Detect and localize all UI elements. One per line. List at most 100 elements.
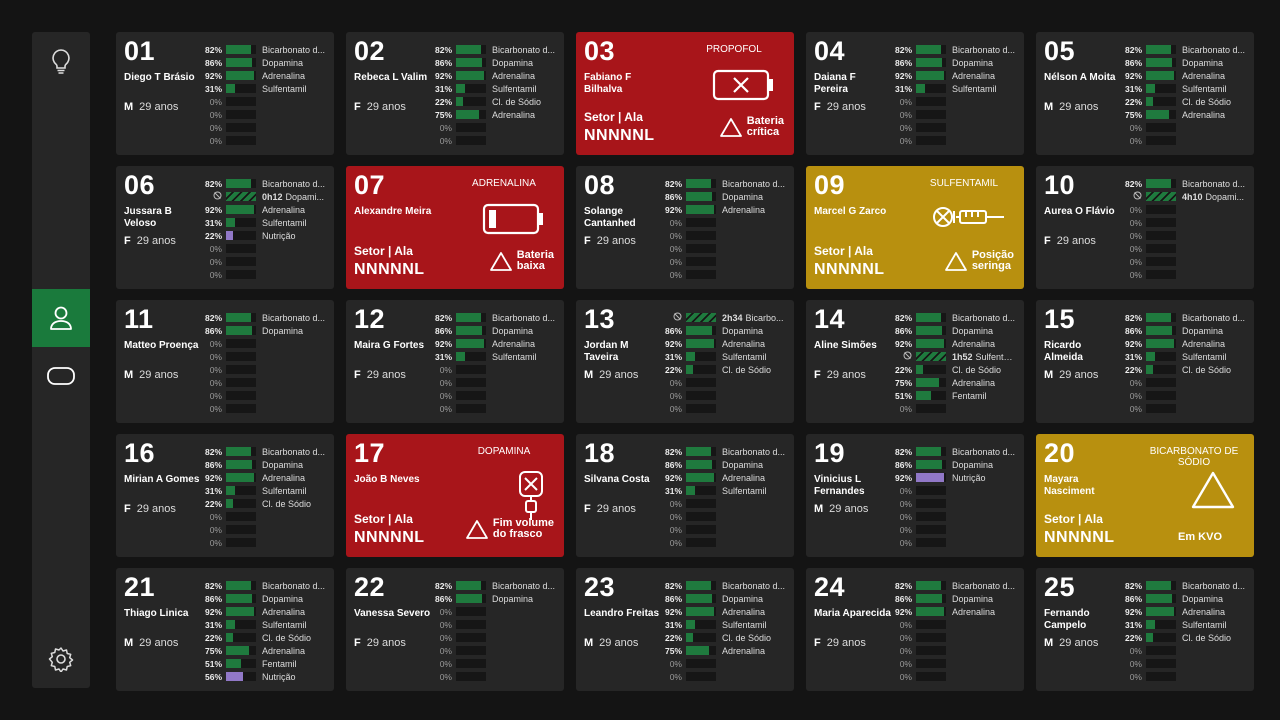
- infusion-row[interactable]: 0%: [658, 229, 792, 242]
- infusion-row[interactable]: 31% Sulfentamil: [658, 350, 792, 363]
- infusion-row[interactable]: 0%: [658, 536, 792, 549]
- infusion-row[interactable]: 86% Dopamina: [888, 592, 1022, 605]
- infusion-row[interactable]: 92% Adrenalina: [198, 471, 332, 484]
- infusion-row[interactable]: 92% Adrenalina: [428, 69, 562, 82]
- infusion-row[interactable]: 82% Bicarbonato d...: [1118, 311, 1252, 324]
- sidebar-item-devices[interactable]: [32, 347, 90, 405]
- infusion-row[interactable]: 0%: [888, 497, 1022, 510]
- infusion-row[interactable]: 0%: [658, 216, 792, 229]
- infusion-row[interactable]: 0%: [198, 523, 332, 536]
- infusion-row[interactable]: 82% Bicarbonato d...: [198, 311, 332, 324]
- infusion-row[interactable]: 0%: [198, 242, 332, 255]
- bed-card-19[interactable]: 19 Vinicius L Fernandes M 29 anos 82% Bicarbo…: [806, 434, 1024, 557]
- infusion-row[interactable]: 0%: [428, 402, 562, 415]
- infusion-row[interactable]: 31% Sulfentamil: [1118, 618, 1252, 631]
- infusion-row[interactable]: 51% Fentamil: [198, 657, 332, 670]
- infusion-row[interactable]: 0%: [1118, 402, 1252, 415]
- sidebar-item-alerts[interactable]: [32, 32, 90, 90]
- bed-card-23[interactable]: 23 Leandro Freitas M 29 anos 82% Bicarbonato …: [576, 568, 794, 691]
- infusion-row[interactable]: 0%: [888, 657, 1022, 670]
- infusion-row[interactable]: 0%: [428, 376, 562, 389]
- bed-card-13[interactable]: 13 Jordan M Taveira M 29 anos 2h34 Bicarbo...…: [576, 300, 794, 423]
- infusion-row[interactable]: 51% Fentamil: [888, 389, 1022, 402]
- infusion-row[interactable]: 0%: [198, 268, 332, 281]
- infusion-row[interactable]: 86% Dopamina: [198, 458, 332, 471]
- infusion-row[interactable]: 0%: [888, 644, 1022, 657]
- infusion-row[interactable]: 82% Bicarbonato d...: [658, 445, 792, 458]
- infusion-row[interactable]: 86% Dopamina: [658, 458, 792, 471]
- infusion-row[interactable]: 0%: [658, 242, 792, 255]
- bed-card-25[interactable]: 25 Fernando Campelo M 29 anos 82% Bicarbonato…: [1036, 568, 1254, 691]
- infusion-row[interactable]: 31% Sulfentamil: [428, 350, 562, 363]
- infusion-row[interactable]: 0%: [1118, 376, 1252, 389]
- bed-card-04[interactable]: 04 Daiana F Pereira F 29 anos 82% Bicarbonato…: [806, 32, 1024, 155]
- infusion-row[interactable]: 0%: [198, 108, 332, 121]
- infusion-row[interactable]: 0%: [428, 121, 562, 134]
- bed-card-06[interactable]: 06 Jussara B Veloso F 29 anos 82% Bicarbonato…: [116, 166, 334, 289]
- infusion-row[interactable]: 86% Dopamina: [1118, 56, 1252, 69]
- infusion-row[interactable]: 22% Cl. de Sódio: [1118, 95, 1252, 108]
- infusion-row[interactable]: 22% Cl. de Sódio: [428, 95, 562, 108]
- infusion-row[interactable]: 0%: [658, 523, 792, 536]
- infusion-row[interactable]: 0%: [428, 618, 562, 631]
- infusion-row[interactable]: 56% Nutrição: [198, 670, 332, 683]
- infusion-row[interactable]: 92% Adrenalina: [1118, 605, 1252, 618]
- infusion-row[interactable]: 0%: [1118, 216, 1252, 229]
- infusion-row[interactable]: 0%: [888, 402, 1022, 415]
- infusion-row[interactable]: 0%: [428, 605, 562, 618]
- infusion-row[interactable]: 0%: [1118, 255, 1252, 268]
- infusion-row[interactable]: 0%: [198, 337, 332, 350]
- infusion-row[interactable]: 0%: [658, 402, 792, 415]
- infusion-row[interactable]: 86% Dopamina: [198, 592, 332, 605]
- infusion-row[interactable]: 82% Bicarbonato d...: [888, 445, 1022, 458]
- infusion-row[interactable]: 31% Sulfentamil: [658, 484, 792, 497]
- infusion-row[interactable]: 75% Adrenalina: [198, 644, 332, 657]
- infusion-row[interactable]: 31% Sulfentamil: [198, 82, 332, 95]
- infusion-row[interactable]: 86% Dopamina: [428, 592, 562, 605]
- infusion-row[interactable]: 0%: [428, 644, 562, 657]
- bed-card-02[interactable]: 02 Rebeca L Valim F 29 anos 82% Bicarbonato d…: [346, 32, 564, 155]
- bed-card-11[interactable]: 11 Matteo Proença M 29 anos 82% Bicarbonato d…: [116, 300, 334, 423]
- infusion-row[interactable]: 0%: [428, 134, 562, 147]
- infusion-row[interactable]: 92% Adrenalina: [428, 337, 562, 350]
- infusion-row[interactable]: 82% Bicarbonato d...: [428, 43, 562, 56]
- infusion-row[interactable]: 0%: [888, 670, 1022, 683]
- bed-card-01[interactable]: 01 Diego T Brásio M 29 anos 82% Bicarbonato d…: [116, 32, 334, 155]
- infusion-row[interactable]: 86% Dopamina: [198, 324, 332, 337]
- infusion-row[interactable]: 86% Dopamina: [1118, 324, 1252, 337]
- infusion-row[interactable]: 86% Dopamina: [1118, 592, 1252, 605]
- infusion-row[interactable]: 92% Adrenalina: [658, 337, 792, 350]
- infusion-row[interactable]: 86% Dopamina: [658, 190, 792, 203]
- infusion-row[interactable]: 82% Bicarbonato d...: [428, 579, 562, 592]
- infusion-row[interactable]: 0%: [1118, 121, 1252, 134]
- bed-card-21[interactable]: 21 Thiago Linica M 29 anos 82% Bicarbonato d.…: [116, 568, 334, 691]
- infusion-row[interactable]: 82% Bicarbonato d...: [658, 579, 792, 592]
- infusion-row[interactable]: 86% Dopamina: [888, 324, 1022, 337]
- infusion-row[interactable]: 92% Adrenalina: [198, 69, 332, 82]
- infusion-row[interactable]: 0%: [888, 510, 1022, 523]
- infusion-row[interactable]: 31% Sulfentamil: [198, 484, 332, 497]
- infusion-row[interactable]: 92% Adrenalina: [1118, 337, 1252, 350]
- infusion-row[interactable]: 0%: [1118, 268, 1252, 281]
- infusion-row[interactable]: 82% Bicarbonato d...: [1118, 579, 1252, 592]
- infusion-row[interactable]: 22% Cl. de Sódio: [658, 631, 792, 644]
- infusion-row[interactable]: 0%: [658, 268, 792, 281]
- infusion-row[interactable]: 92% Adrenalina: [658, 471, 792, 484]
- infusion-row[interactable]: 75% Adrenalina: [1118, 108, 1252, 121]
- infusion-row[interactable]: 92% Adrenalina: [658, 203, 792, 216]
- infusion-row[interactable]: 22% Cl. de Sódio: [1118, 363, 1252, 376]
- infusion-row[interactable]: 0%: [888, 536, 1022, 549]
- infusion-row[interactable]: 82% Bicarbonato d...: [658, 177, 792, 190]
- infusion-row[interactable]: 0%: [1118, 670, 1252, 683]
- infusion-row[interactable]: 0%: [198, 376, 332, 389]
- bed-card-15[interactable]: 15 Ricardo Almeida M 29 anos 82% Bicarbonato …: [1036, 300, 1254, 423]
- infusion-row-paused[interactable]: 1h52 Sulfenta...: [888, 350, 1022, 363]
- infusion-row[interactable]: 31% Sulfentamil: [428, 82, 562, 95]
- bed-card-10[interactable]: 10 Aurea O Flávio F 29 anos 82% Bicarbonato d…: [1036, 166, 1254, 289]
- infusion-row[interactable]: 22% Cl. de Sódio: [198, 497, 332, 510]
- infusion-row[interactable]: 22% Cl. de Sódio: [888, 363, 1022, 376]
- infusion-row[interactable]: 22% Cl. de Sódio: [198, 631, 332, 644]
- infusion-row[interactable]: 92% Nutrição: [888, 471, 1022, 484]
- infusion-row[interactable]: 0%: [888, 108, 1022, 121]
- infusion-row[interactable]: 82% Bicarbonato d...: [198, 43, 332, 56]
